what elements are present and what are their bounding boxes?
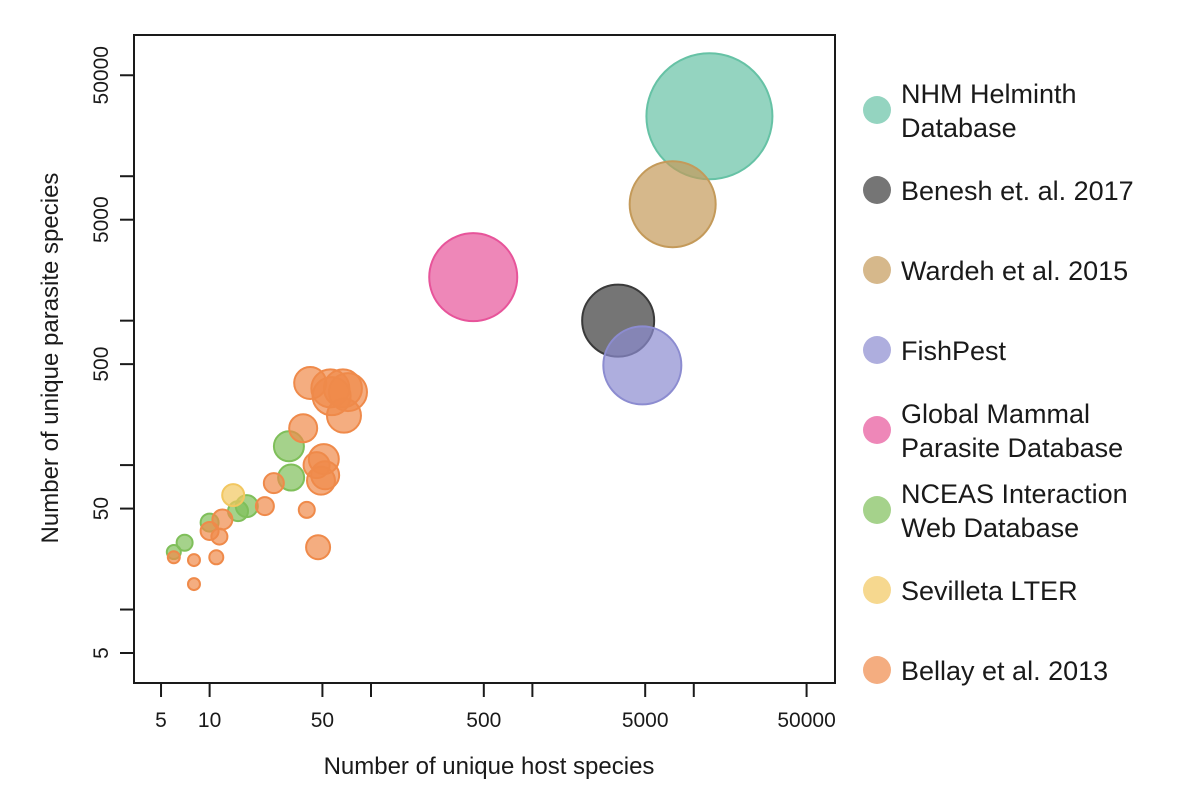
legend-label: Database [901,113,1017,143]
x-axis-title: Number of unique host species [324,753,655,780]
legend-swatch [863,256,891,284]
chart-marks [165,52,774,592]
data-point [186,577,201,592]
data-point [428,232,519,323]
y-tick-label: 5 [90,647,113,659]
legend-swatch [863,656,891,684]
legend: NHM Helminth Database Benesh et. al. 2017… [863,79,1134,686]
y-axis-title: Number of unique parasite species [37,173,64,544]
legend-swatch [863,576,891,604]
y-tick-label: 500 [90,347,113,382]
data-point [297,500,316,519]
y-tick-label: 50 [90,497,113,520]
data-point [288,413,319,444]
legend-swatch [863,496,891,524]
data-point [186,553,201,568]
data-point [254,496,275,517]
x-tick-label: 50000 [777,709,835,732]
y-axis: 5 50 500 5000 50000 [90,46,134,659]
data-point [208,549,225,566]
legend-label: Benesh et. al. 2017 [901,176,1134,206]
data-point [628,160,717,249]
legend-label: Bellay et al. 2013 [901,656,1108,686]
x-tick-label: 500 [466,709,501,732]
y-tick-label: 50000 [90,46,113,104]
legend-swatch [863,96,891,124]
legend-label: FishPest [901,336,1007,366]
x-tick-label: 10 [198,709,221,732]
legend-label: Global Mammal [901,399,1090,429]
data-point [210,527,229,546]
data-point [306,465,337,496]
x-axis: 5 10 50 500 5000 50000 [155,683,836,732]
legend-label: Sevilleta LTER [901,576,1078,606]
x-tick-label: 5000 [622,709,669,732]
data-point [221,483,246,508]
legend-swatch [863,176,891,204]
data-point [175,533,194,552]
legend-label: NHM Helminth [901,79,1077,109]
legend-label: Parasite Database [901,433,1123,463]
y-tick-label: 5000 [90,196,113,243]
legend-label: Web Database [901,513,1079,543]
x-tick-label: 5 [155,709,167,732]
data-point [166,550,181,565]
legend-label: NCEAS Interaction [901,479,1128,509]
legend-label: Wardeh et al. 2015 [901,256,1128,286]
legend-swatch [863,336,891,364]
data-point [602,325,683,406]
data-point [305,534,332,561]
data-point [325,397,362,434]
x-tick-label: 50 [311,709,334,732]
data-point [645,52,774,181]
legend-swatch [863,416,891,444]
data-point [262,472,285,495]
